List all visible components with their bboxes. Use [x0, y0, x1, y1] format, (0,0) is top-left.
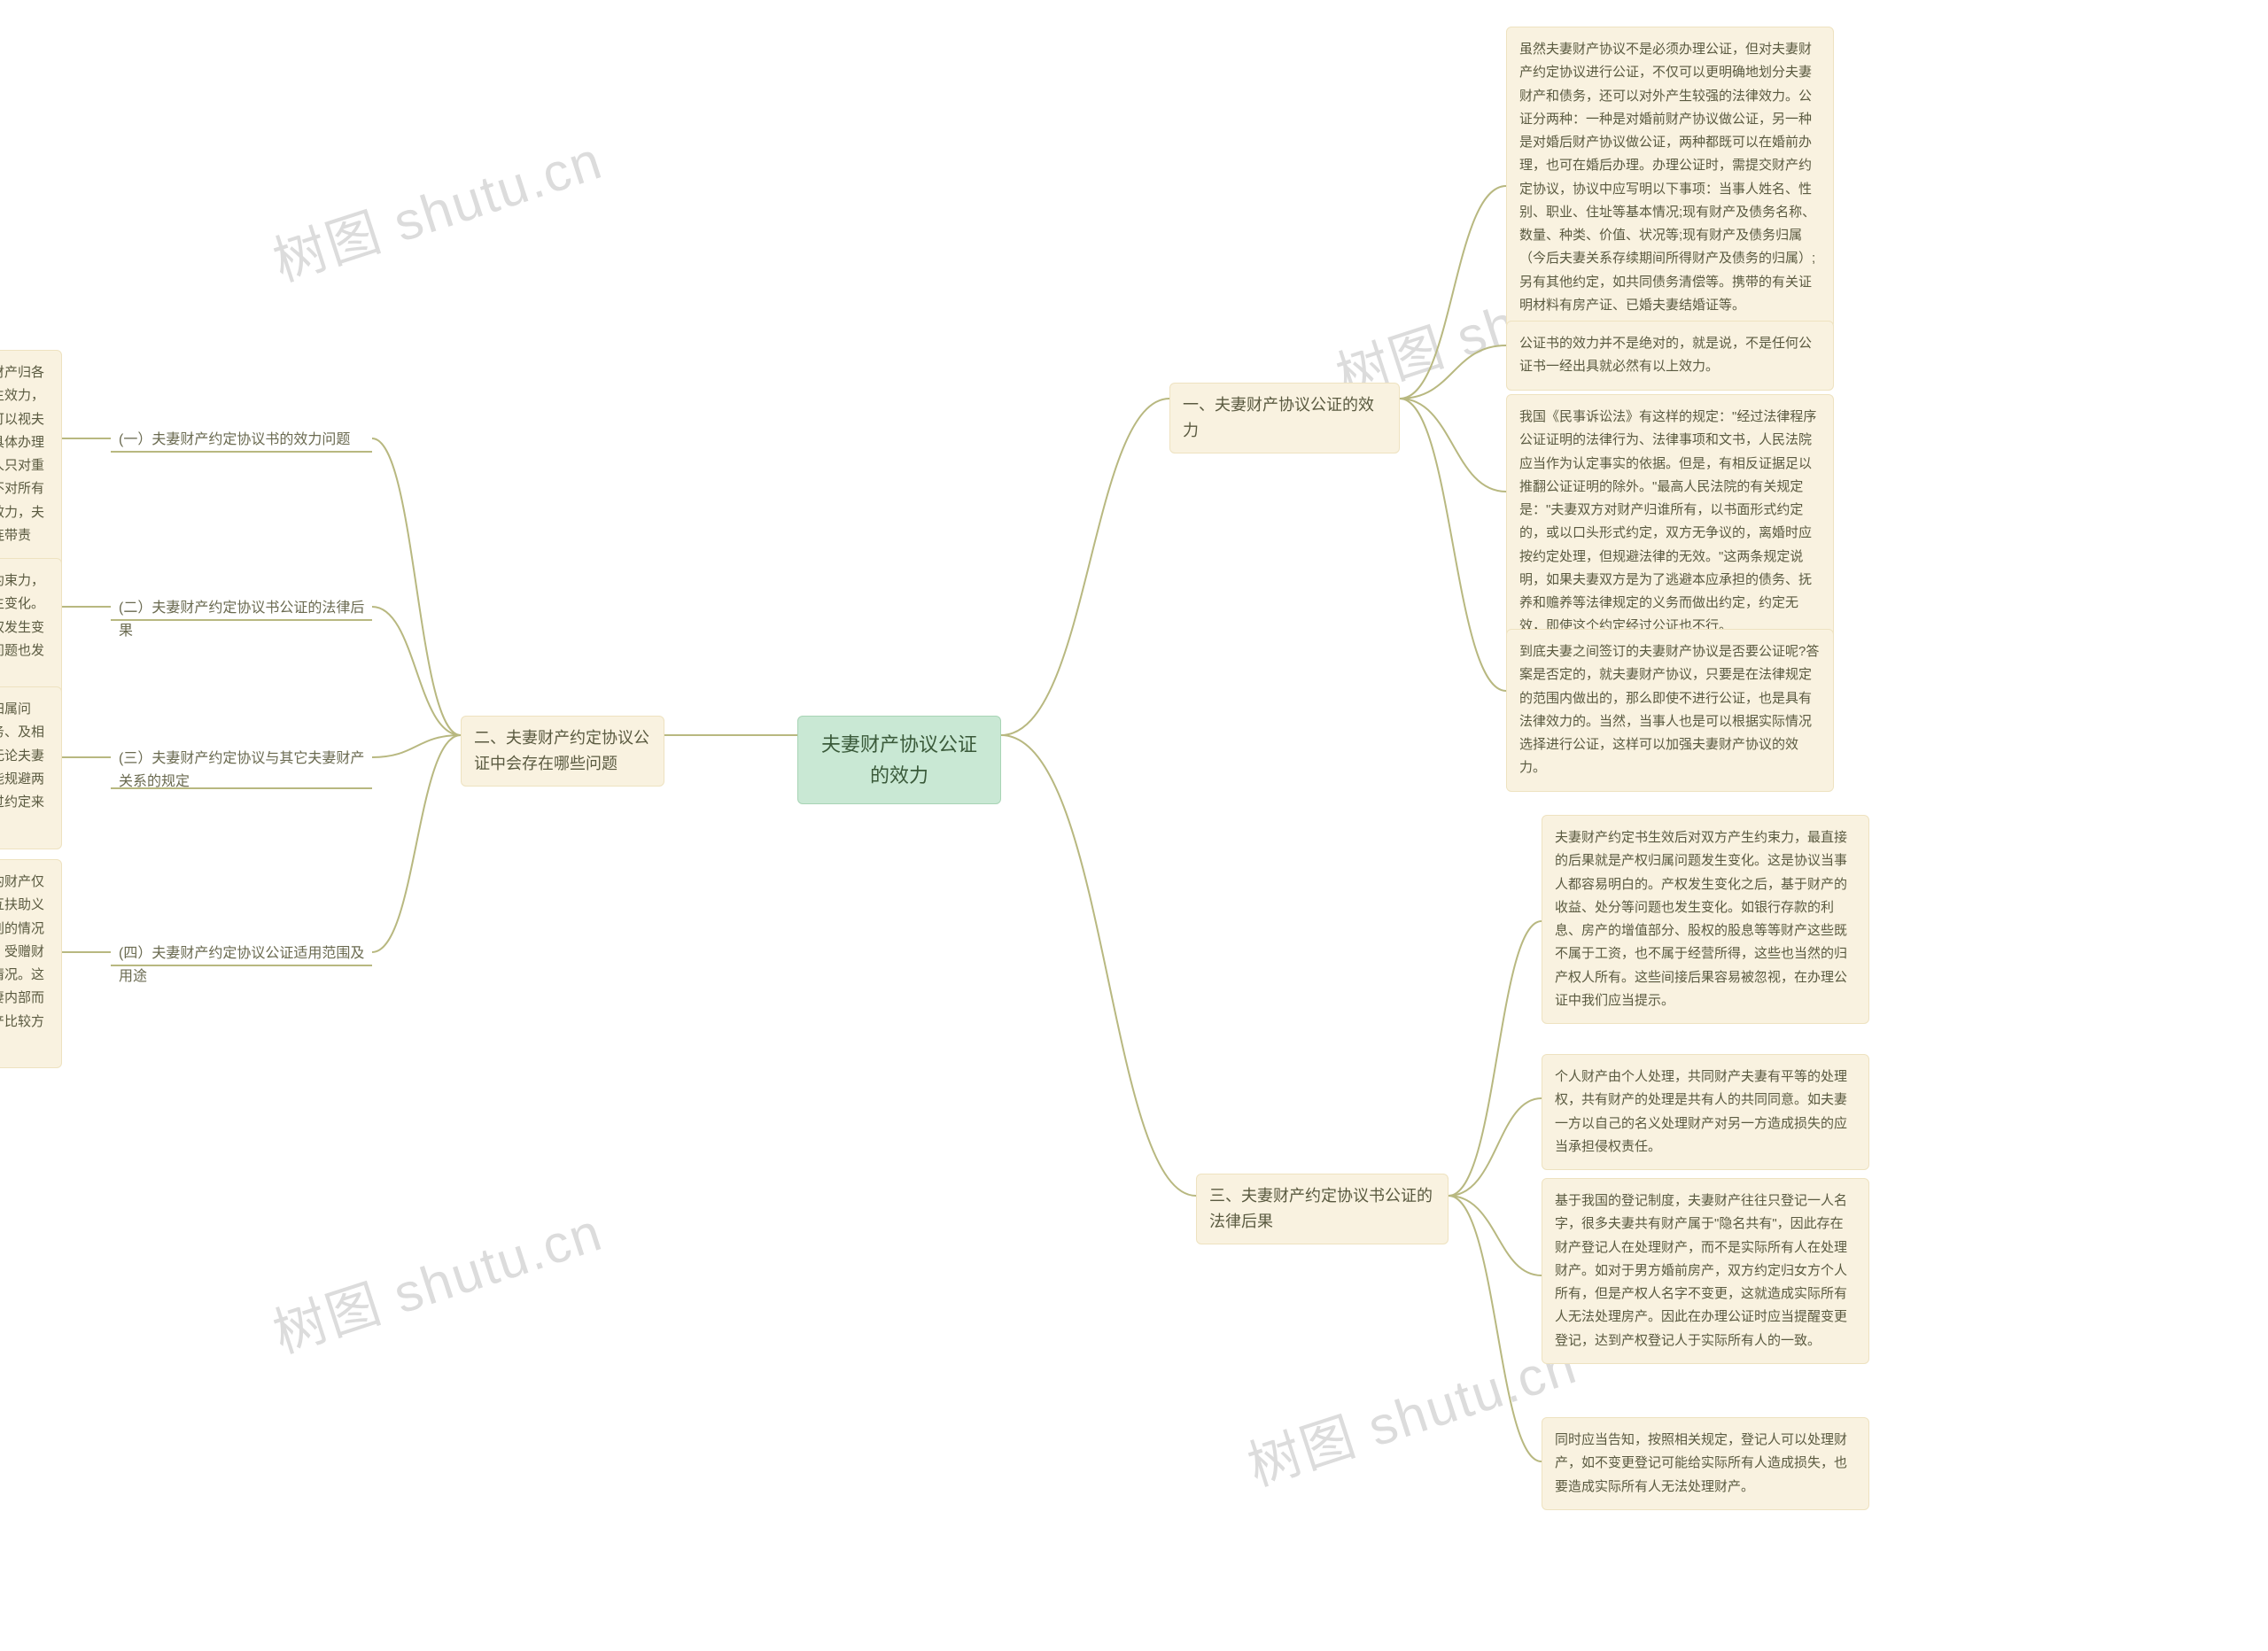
branch-2-sub-2: (三）夫妻财产约定协议与其它夫妻财产关系的规定	[113, 744, 375, 796]
branch-2-leaf-0: 财产约定对债权人的效力是以婚内财产归各自所有并告知债权人的情况下才发生效力，如不…	[0, 350, 62, 582]
branch-2-leaf-2: 夫妻财产关系的约定仅限于财产的归属问题，不能对夫妻之间的相互扶助义务、及相互之间…	[0, 686, 62, 849]
branch-2-sub-0: (一）夫妻财产约定协议书的效力问题	[113, 425, 375, 455]
connectors	[0, 0, 2268, 1651]
branch-1-leaf-3: 到底夫妻之间签订的夫妻财产协议是否要公证呢?答案是否定的，就夫妻财产协议，只要是…	[1506, 629, 1834, 792]
watermark: 树图 shutu.cn	[262, 1190, 611, 1368]
branch-3-leaf-1: 个人财产由个人处理，共同财产夫妻有平等的处理权，共有财产的处理是共有人的共同同意…	[1542, 1054, 1869, 1170]
branch-3-leaf-2: 基于我国的登记制度，夫妻财产往往只登记一人名字，很多夫妻共有财产属于"隐名共有"…	[1542, 1178, 1869, 1364]
branch-3: 三、夫妻财产约定协议书公证的法律后果	[1196, 1174, 1449, 1244]
branch-3-leaf-0: 夫妻财产约定书生效后对双方产生约束力，最直接的后果就是产权归属问题发生变化。这是…	[1542, 815, 1869, 1024]
branch-2-sub-3: (四）夫妻财产约定协议公证适用范围及用途	[113, 939, 375, 991]
branch-2-leaf-3: 有没有财产约定无所谓。如果夫妻的财产仅仅用于共同生活或者维持夫妻的相互扶助义务，…	[0, 859, 62, 1068]
root-node: 夫妻财产协议公证的效力	[797, 716, 1001, 804]
branch-2: 二、夫妻财产约定协议公证中会存在哪些问题	[461, 716, 664, 787]
watermark: 树图 shutu.cn	[1237, 1322, 1586, 1501]
branch-1-leaf-2: 我国《民事诉讼法》有这样的规定："经过法律程序公证证明的法律行为、法律事项和文书…	[1506, 394, 1834, 650]
branch-2-sub-1: (二）夫妻财产约定协议书公证的法律后果	[113, 593, 375, 646]
branch-3-leaf-3: 同时应当告知，按照相关规定，登记人可以处理财产，如不变更登记可能给实际所有人造成…	[1542, 1417, 1869, 1510]
branch-1-leaf-1: 公证书的效力并不是绝对的，就是说，不是任何公证书一经出具就必然有以上效力。	[1506, 321, 1834, 391]
branch-1-leaf-0: 虽然夫妻财产协议不是必须办理公证，但对夫妻财产约定协议进行公证，不仅可以更明确地…	[1506, 27, 1834, 329]
watermark: 树图 shutu.cn	[262, 118, 611, 297]
branch-2-leaf-1: 夫妻财产约定书生效后对双方产生约束力，最直接的后果就是产权归属问题发生变化。这是…	[0, 558, 62, 697]
branch-1: 一、夫妻财产协议公证的效力	[1169, 383, 1400, 453]
